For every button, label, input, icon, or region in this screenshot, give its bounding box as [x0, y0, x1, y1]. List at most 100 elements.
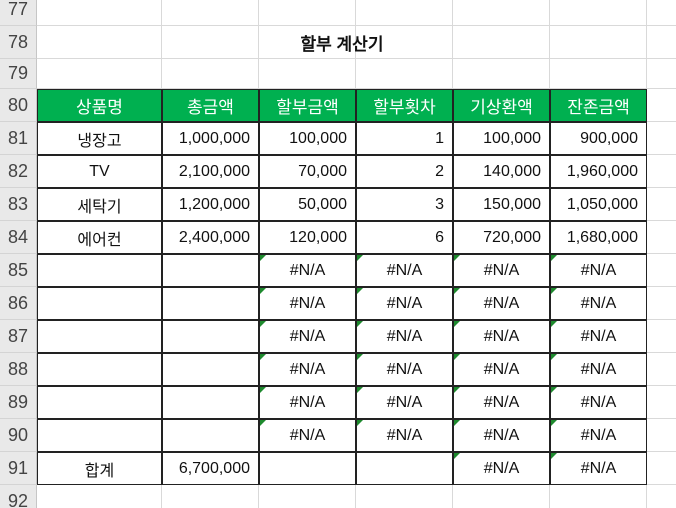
table-cell[interactable]: #N/A [356, 419, 453, 452]
row-header[interactable]: 81 [0, 122, 37, 155]
table-cell[interactable]: 120,000 [259, 221, 356, 254]
grid-cell[interactable] [550, 485, 647, 508]
table-cell[interactable]: 1,000,000 [162, 122, 259, 155]
table-cell[interactable]: #N/A [259, 353, 356, 386]
table-cell[interactable]: #N/A [453, 386, 550, 419]
grid-cell[interactable] [647, 59, 676, 89]
table-cell[interactable]: 2,400,000 [162, 221, 259, 254]
table-cell[interactable]: #N/A [550, 386, 647, 419]
grid-cell[interactable] [162, 59, 259, 89]
grid-cell[interactable] [550, 26, 647, 59]
table-cell[interactable]: 720,000 [453, 221, 550, 254]
row-header[interactable]: 82 [0, 155, 37, 188]
table-cell[interactable]: #N/A [453, 419, 550, 452]
table-header-cell[interactable]: 할부금액 [259, 89, 356, 122]
total-cell[interactable]: 6,700,000 [162, 452, 259, 485]
table-cell[interactable]: #N/A [550, 287, 647, 320]
grid-cell[interactable] [647, 419, 676, 452]
table-cell[interactable]: 1,050,000 [550, 188, 647, 221]
row-header[interactable]: 77 [0, 0, 37, 26]
table-cell[interactable]: #N/A [453, 353, 550, 386]
table-cell[interactable]: #N/A [356, 320, 453, 353]
grid-cell[interactable] [647, 26, 676, 59]
table-cell[interactable] [162, 419, 259, 452]
grid-cell[interactable] [647, 89, 676, 122]
grid-cell[interactable] [259, 0, 356, 26]
table-cell[interactable]: #N/A [259, 254, 356, 287]
grid-cell[interactable] [550, 0, 647, 26]
grid-cell[interactable] [550, 59, 647, 89]
grid-cell[interactable] [37, 0, 162, 26]
table-cell[interactable] [162, 353, 259, 386]
table-cell[interactable]: #N/A [453, 287, 550, 320]
table-cell[interactable] [37, 320, 162, 353]
grid-cell[interactable] [37, 26, 162, 59]
grid-cell[interactable] [356, 0, 453, 26]
row-header[interactable]: 87 [0, 320, 37, 353]
table-header-cell[interactable]: 기상환액 [453, 89, 550, 122]
table-cell[interactable]: 1 [356, 122, 453, 155]
row-header[interactable]: 89 [0, 386, 37, 419]
total-cell[interactable] [356, 452, 453, 485]
row-header[interactable]: 92 [0, 485, 37, 508]
grid-cell[interactable] [647, 188, 676, 221]
table-cell[interactable]: 3 [356, 188, 453, 221]
table-cell[interactable]: 100,000 [259, 122, 356, 155]
table-cell[interactable]: 50,000 [259, 188, 356, 221]
table-cell[interactable]: 100,000 [453, 122, 550, 155]
table-cell[interactable] [37, 353, 162, 386]
table-cell[interactable] [162, 287, 259, 320]
grid-cell[interactable] [453, 485, 550, 508]
table-cell[interactable]: 2,100,000 [162, 155, 259, 188]
grid-cell[interactable] [647, 122, 676, 155]
table-cell[interactable]: #N/A [356, 254, 453, 287]
row-header[interactable]: 86 [0, 287, 37, 320]
grid-cell[interactable] [259, 59, 356, 89]
table-cell[interactable] [37, 254, 162, 287]
grid-cell[interactable] [453, 0, 550, 26]
table-cell[interactable]: 140,000 [453, 155, 550, 188]
table-cell[interactable]: 6 [356, 221, 453, 254]
grid-cell[interactable] [37, 59, 162, 89]
table-cell[interactable]: #N/A [550, 419, 647, 452]
row-header[interactable]: 90 [0, 419, 37, 452]
table-cell[interactable]: 2 [356, 155, 453, 188]
table-cell[interactable]: 1,680,000 [550, 221, 647, 254]
table-cell[interactable]: #N/A [356, 287, 453, 320]
grid-cell[interactable] [647, 485, 676, 508]
table-cell[interactable]: #N/A [259, 419, 356, 452]
grid-cell[interactable] [647, 320, 676, 353]
table-cell[interactable]: #N/A [259, 320, 356, 353]
table-cell[interactable]: #N/A [550, 353, 647, 386]
grid-cell[interactable] [356, 485, 453, 508]
row-header[interactable]: 80 [0, 89, 37, 122]
row-header[interactable]: 83 [0, 188, 37, 221]
grid-cell[interactable] [647, 0, 676, 26]
table-cell[interactable] [37, 419, 162, 452]
table-cell[interactable]: #N/A [356, 386, 453, 419]
grid-cell[interactable] [259, 485, 356, 508]
table-cell[interactable]: 70,000 [259, 155, 356, 188]
grid-cell[interactable] [356, 59, 453, 89]
grid-cell[interactable] [647, 254, 676, 287]
row-header[interactable]: 84 [0, 221, 37, 254]
row-header[interactable]: 91 [0, 452, 37, 485]
grid-cell[interactable] [356, 26, 453, 59]
table-cell[interactable] [162, 320, 259, 353]
total-cell[interactable]: #N/A [453, 452, 550, 485]
table-cell[interactable]: TV [37, 155, 162, 188]
grid-cell[interactable] [259, 26, 356, 59]
table-header-cell[interactable]: 상품명 [37, 89, 162, 122]
table-cell[interactable]: 900,000 [550, 122, 647, 155]
table-cell[interactable]: 에어컨 [37, 221, 162, 254]
table-cell[interactable] [162, 254, 259, 287]
total-cell[interactable]: #N/A [550, 452, 647, 485]
row-header[interactable]: 88 [0, 353, 37, 386]
table-cell[interactable] [162, 386, 259, 419]
table-cell[interactable] [37, 287, 162, 320]
table-cell[interactable] [37, 386, 162, 419]
grid-cell[interactable] [162, 26, 259, 59]
grid-cell[interactable] [647, 452, 676, 485]
table-cell[interactable]: #N/A [356, 353, 453, 386]
table-cell[interactable]: #N/A [453, 254, 550, 287]
